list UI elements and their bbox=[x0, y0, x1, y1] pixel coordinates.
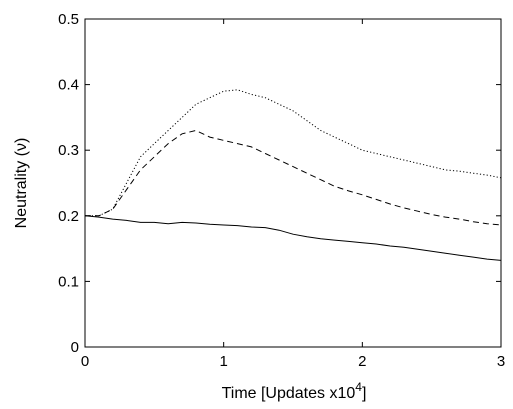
y-tick-label-1: 0.1 bbox=[58, 273, 79, 290]
y-axis-label: Neutrality (ν) bbox=[13, 138, 30, 229]
y-tick-label-5: 0.5 bbox=[58, 11, 79, 28]
tick-marks bbox=[84, 18, 502, 348]
x-axis-label-exponent: 4 bbox=[355, 380, 362, 394]
x-tick-label-2: 2 bbox=[358, 353, 366, 370]
x-axis-label: Time [Updates x104] bbox=[222, 380, 367, 402]
x-axis-label-main: Time [Updates x10 bbox=[222, 385, 356, 402]
series-lines bbox=[84, 89, 502, 261]
y-tick-label-4: 0.4 bbox=[58, 77, 79, 94]
y-tick-label-2: 0.2 bbox=[58, 208, 79, 225]
x-axis-label-suffix: ] bbox=[362, 385, 366, 402]
x-tick-label-3: 3 bbox=[497, 353, 505, 370]
plot-frame bbox=[84, 18, 502, 348]
series-solid-line bbox=[84, 215, 502, 261]
x-tick-label-0: 0 bbox=[81, 353, 89, 370]
y-tick-label-0: 0 bbox=[71, 339, 79, 356]
series-dashed-line bbox=[85, 129, 502, 226]
x-tick-label-1: 1 bbox=[219, 353, 227, 370]
y-tick-label-3: 0.3 bbox=[58, 142, 79, 159]
series-dotted-line bbox=[85, 89, 502, 217]
tick-labels: 0 1 2 3 0 0.1 0.2 0.3 0.4 0.5 bbox=[58, 11, 505, 370]
